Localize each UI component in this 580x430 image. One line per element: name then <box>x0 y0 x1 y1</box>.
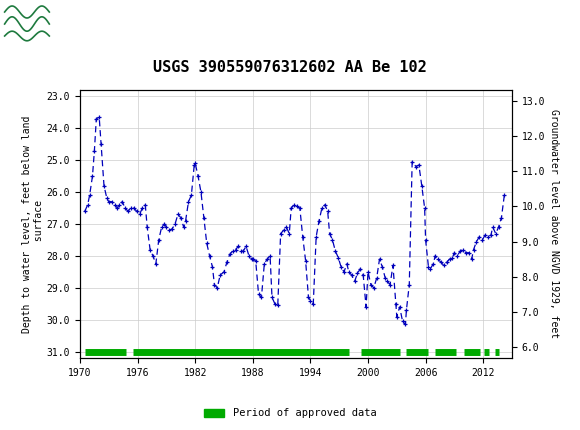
Bar <box>3 3 52 37</box>
Text: USGS: USGS <box>57 11 112 29</box>
Y-axis label: Groundwater level above NGVD 1929, feet: Groundwater level above NGVD 1929, feet <box>549 110 559 338</box>
Y-axis label: Depth to water level, feet below land
 surface: Depth to water level, feet below land su… <box>23 115 44 333</box>
Legend: Period of approved data: Period of approved data <box>200 404 380 423</box>
Text: USGS 390559076312602 AA Be 102: USGS 390559076312602 AA Be 102 <box>153 61 427 76</box>
